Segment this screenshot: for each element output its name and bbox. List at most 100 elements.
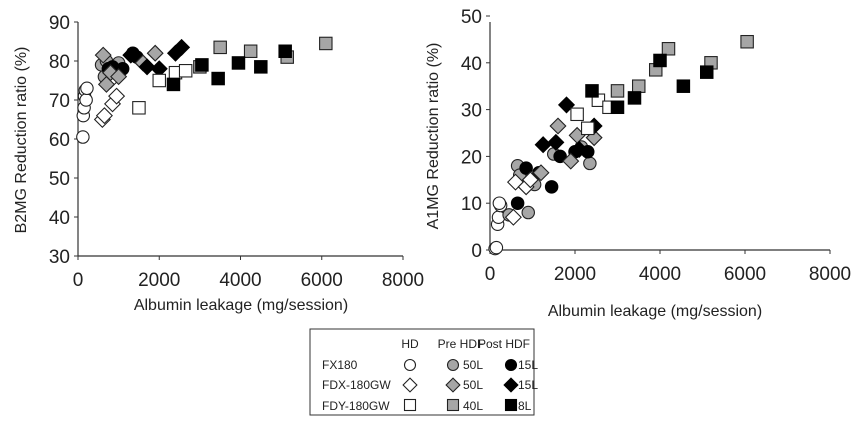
data-point-fdy-pre — [213, 40, 227, 55]
y-tick-label: 50 — [461, 7, 482, 28]
data-point-fx-post — [519, 161, 533, 175]
y-tick-label: 20 — [461, 147, 482, 168]
data-point-fdx-pre — [549, 117, 567, 135]
data-point-fdy-hd — [580, 121, 595, 136]
legend-symbol-diamond-post — [503, 377, 519, 393]
data-point-fdx-post — [173, 38, 191, 56]
data-point-fx-post — [544, 180, 559, 194]
legend-symbol-diamond-hd — [402, 377, 418, 393]
legend-box — [309, 328, 535, 416]
data-point-fdx-hd — [108, 87, 126, 105]
chart-b2mg: 30 40 50 60 70 80 90 0 2000 4000 6000 8000 Albumin… — [13, 13, 424, 314]
legend-header-post: Post HDF — [478, 337, 530, 351]
legend-row-label: FX180 — [322, 358, 358, 372]
legend-symbol-square-hd — [403, 398, 417, 412]
y-tick-label: 50 — [49, 169, 70, 190]
data-point-fdy-post — [676, 79, 691, 93]
data-point-fdy-pre — [661, 42, 676, 56]
data-point-fx-hd — [76, 130, 90, 144]
data-point-fdy-post — [585, 84, 599, 98]
data-point-fx-pre — [521, 205, 535, 220]
data-point-fdy-post — [166, 77, 181, 92]
data-point-fx-post — [510, 196, 525, 210]
x-tick-label: 0 — [73, 270, 84, 291]
y-tick-label: 40 — [49, 208, 70, 229]
data-point-fdy-pre — [610, 84, 625, 98]
x-tick-label: 2000 — [554, 264, 596, 285]
x-tick-label: 2000 — [138, 270, 180, 291]
data-point-fdx-hd — [521, 171, 539, 189]
legend-row-label: FDY-180GW — [322, 399, 390, 413]
data-point-fdy-hd — [152, 73, 167, 88]
y-tick-label: 80 — [49, 52, 70, 73]
data-point-fdy-hd — [570, 107, 584, 122]
data-point-fdx-pre — [562, 152, 580, 170]
y-axis-title: B2MG Reduction ratio (%) — [13, 47, 30, 234]
data-point-fdy-pre — [740, 34, 754, 49]
data-point-fdy-post — [627, 91, 642, 105]
x-tick-label: 4000 — [639, 264, 681, 285]
legend-post-volume: 15L — [518, 378, 538, 392]
data-point-fdx-hd — [504, 208, 522, 226]
data-point-fdy-post — [278, 44, 292, 58]
legend-post-volume: 15L — [518, 358, 538, 372]
y-tick-label: 70 — [49, 91, 70, 112]
data-point-fdy-post — [211, 71, 225, 86]
y-axis-title: A1MG Reduction ratio (%) — [425, 43, 442, 230]
data-point-fx-hd — [79, 93, 93, 107]
data-point-fdy-post — [699, 65, 714, 79]
data-point-fx-hd — [489, 240, 504, 255]
x-tick-label: 8000 — [809, 264, 851, 285]
data-point-fdy-post — [231, 56, 246, 70]
data-point-fdx-post — [570, 140, 588, 158]
y-tick-label: 30 — [461, 101, 482, 122]
legend-post-volume: 8L — [518, 399, 532, 413]
data-point-fdx-hd — [95, 107, 113, 125]
x-tick-label: 0 — [485, 264, 496, 285]
data-point-fdx-post — [122, 46, 140, 64]
legend-header-pre: Pre HDF — [438, 337, 485, 351]
x-tick-label: 6000 — [301, 270, 343, 291]
data-point-fdy-post — [610, 100, 625, 115]
legend-symbol-square-post — [504, 398, 518, 412]
legend-pre-volume: 40L — [463, 399, 483, 413]
x-tick-label: 6000 — [724, 264, 766, 285]
y-tick-label: 10 — [461, 194, 482, 215]
y-tick-label: 40 — [461, 54, 482, 75]
data-point-fdx-post — [138, 58, 156, 76]
data-point-fx-hd — [80, 81, 94, 96]
legend: HD Pre HDF Post HDF FX180 FDX-180GW FDY-… — [309, 328, 538, 416]
legend-symbol-square-pre — [446, 398, 460, 412]
y-tick-label: 90 — [49, 13, 70, 34]
data-point-fdx-post — [547, 133, 565, 151]
data-point-fdy-hd — [132, 101, 146, 115]
data-point-fx-post — [553, 149, 567, 164]
data-point-fdy-post — [195, 58, 209, 72]
data-point-fdx-pre — [532, 164, 550, 182]
legend-symbol-circle-post — [504, 358, 518, 372]
data-point-fdy-post — [653, 53, 667, 68]
legend-symbol-diamond-pre — [445, 377, 461, 393]
y-tick-label: 0 — [471, 241, 482, 262]
data-point-fdy-post — [254, 60, 268, 74]
x-tick-label: 8000 — [382, 270, 424, 291]
y-tick-label: 60 — [49, 130, 70, 151]
legend-header-hd: HD — [401, 337, 419, 351]
legend-pre-volume: 50L — [463, 358, 483, 372]
data-point-fdx-pre — [110, 68, 128, 86]
x-tick-label: 4000 — [219, 270, 261, 291]
x-axis-title: Albumin leakage (mg/session) — [548, 303, 762, 320]
data-point-fdy-pre — [243, 44, 258, 58]
x-axis-title: Albumin leakage (mg/session) — [134, 297, 348, 314]
data-point-fx-hd — [492, 196, 507, 210]
data-point-fdx-pre — [94, 46, 112, 64]
y-tick-label: 30 — [49, 247, 70, 268]
legend-symbol-circle-pre — [446, 358, 460, 372]
data-point-fdy-hd — [178, 64, 193, 78]
legend-symbol-circle-hd — [403, 358, 417, 372]
data-point-fdy-pre — [319, 36, 333, 51]
data-point-fdy-pre — [631, 79, 646, 93]
data-point-fx-pre — [583, 156, 597, 171]
legend-row-label: FDX-180GW — [322, 378, 391, 392]
